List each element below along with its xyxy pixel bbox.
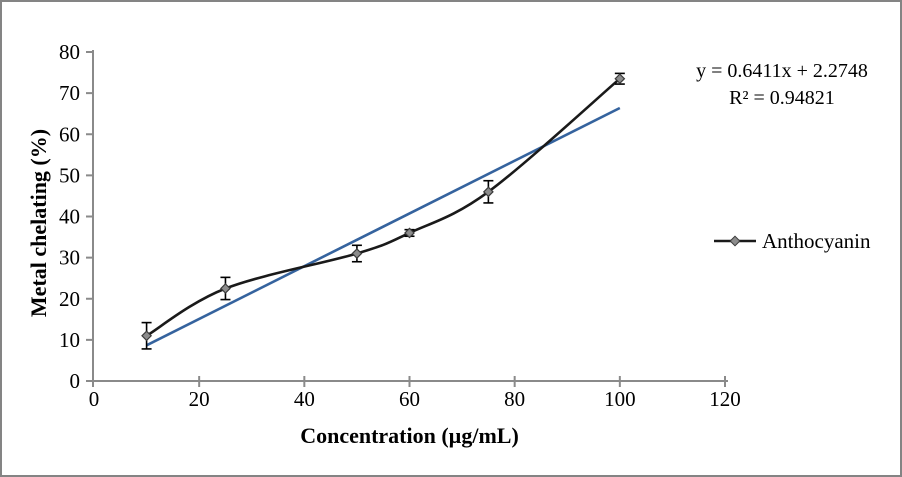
data-point-marker xyxy=(482,186,494,198)
x-axis-title: Concentration (µg/mL) xyxy=(300,423,519,448)
y-tick-label: 50 xyxy=(59,163,80,187)
x-tick-label: 60 xyxy=(399,387,420,411)
legend-label: Anthocyanin xyxy=(762,228,871,253)
y-tick-label: 30 xyxy=(59,246,80,270)
data-point-marker xyxy=(141,330,153,342)
x-tick-label: 120 xyxy=(709,387,741,411)
series-curve xyxy=(145,77,622,338)
legend-marker-icon xyxy=(714,235,756,247)
y-tick-label: 10 xyxy=(59,328,80,352)
x-tick-label: 100 xyxy=(604,387,636,411)
trendline xyxy=(146,106,621,347)
equation-line-1: y = 0.6411x + 2.2748 xyxy=(696,60,868,82)
data-point-marker xyxy=(614,73,626,85)
x-tick-label: 20 xyxy=(189,387,210,411)
x-tick-label: 40 xyxy=(294,387,315,411)
y-tick-label: 60 xyxy=(59,122,80,146)
y-tick-label: 20 xyxy=(59,287,80,311)
equation-line-2: R² = 0.94821 xyxy=(729,87,835,109)
data-point-marker xyxy=(351,248,363,259)
y-tick-label: 70 xyxy=(59,81,80,105)
y-tick-label: 80 xyxy=(59,40,80,64)
data-point-marker xyxy=(220,283,231,294)
y-tick-label: 0 xyxy=(70,369,81,393)
y-tick-label: 40 xyxy=(59,205,80,229)
data-point-marker xyxy=(404,227,415,239)
x-tick-label: 80 xyxy=(504,387,525,411)
y-axis-title: Metal chelating (%) xyxy=(26,128,51,318)
legend: Anthocyanin xyxy=(713,229,870,253)
x-tick-label: 0 xyxy=(89,387,100,411)
trendline-equation: y = 0.6411x + 2.2748 R² = 0.94821 xyxy=(696,58,868,112)
legend-diamond-marker xyxy=(729,235,741,247)
